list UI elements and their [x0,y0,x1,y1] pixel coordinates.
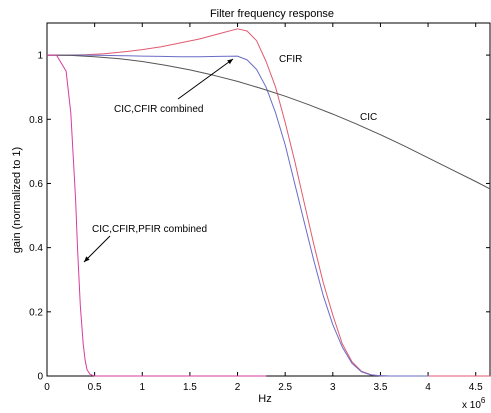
plot-frame [46,22,491,377]
y-tick-label: 0 [37,372,43,383]
x-tick-label: 3 [330,382,336,393]
x-tick-label: 2.5 [278,382,292,393]
annotation-cic-cfir-combined: CIC,CFIR combined [114,104,203,115]
annotation-arrowhead [227,59,233,65]
y-tick-label: 0.8 [29,115,43,126]
x-axis-multiplier: x 106 [462,396,486,411]
y-tick-label: 0.2 [29,307,43,318]
annotation-cic-cfir-pfir-combined: CIC,CFIR,PFIR combined [92,224,207,235]
axis-ticks: 0 0.5 1 1.5 2 2.5 3 3.5 4 4.5 0 0.2 0.4 0.6 0.8 1 [29,23,490,393]
y-tick-label: 1 [37,51,43,62]
x-multiplier-exponent: 6 [481,396,486,405]
x-axis-label: Hz [258,393,271,405]
annotation-cic: CIC [360,112,377,123]
y-tick-label: 0.4 [29,243,43,254]
series-line-cic-cfir [47,54,429,377]
annotation-arrow [177,58,234,100]
series-line-cic [46,54,491,190]
x-multiplier-base: x 10 [462,400,481,411]
series-line-cic-cfir-pfir [47,54,267,377]
x-tick-label: 0.5 [88,382,102,393]
annotation-arrow [83,235,111,263]
annotation-arrowhead [84,256,90,262]
x-tick-label: 4 [425,382,431,393]
x-tick-label: 3.5 [373,382,387,393]
annotations: CFIR CIC,CFIR combined CIC CIC,CFIR,PFIR co… [83,54,377,263]
x-tick-label: 1 [139,382,145,393]
series-line-cfir [47,28,490,377]
chart-title: Filter frequency response [210,8,334,20]
x-tick-label: 2 [235,382,241,393]
series-lines [46,28,491,377]
y-axis-label: gain (normalized to 1) [11,147,23,253]
x-tick-label: 0 [44,382,50,393]
annotation-cfir: CFIR [279,54,302,65]
x-tick-label: 1.5 [183,382,197,393]
x-tick-label: 4.5 [469,382,483,393]
y-tick-label: 0.6 [29,179,43,190]
